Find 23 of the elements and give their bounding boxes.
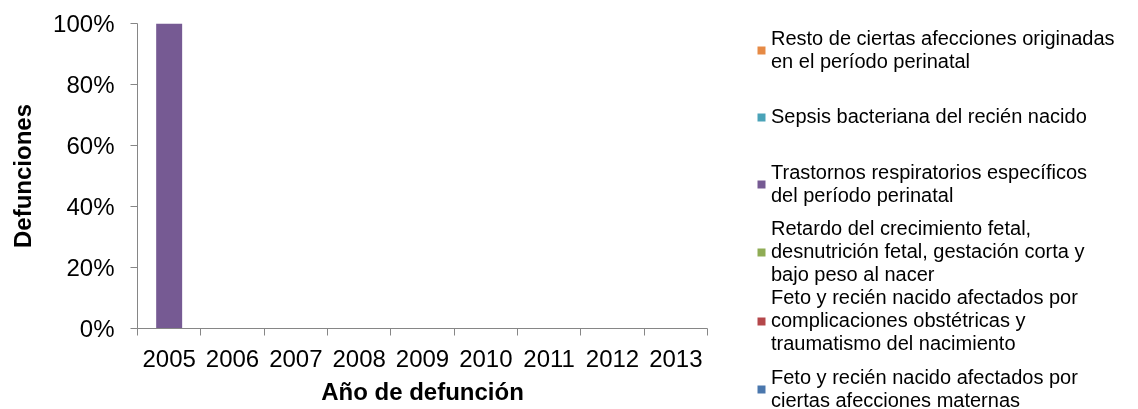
legend-label: Feto y recién nacido afectados por ciertas afecciones maternas bbox=[771, 364, 1078, 409]
x-tick-label: 2005 bbox=[142, 344, 196, 372]
legend-label: Trastornos respiratorios específicos del período perinatal bbox=[771, 159, 1088, 208]
x-tick-label: 2008 bbox=[332, 344, 386, 372]
x-tick-label: 2007 bbox=[269, 344, 323, 372]
legend-label: Sepsis bacteriana del recién nacido bbox=[771, 104, 1087, 129]
x-tick-label: 2012 bbox=[585, 344, 640, 372]
y-tick-label: 0% bbox=[79, 315, 115, 342]
x-tick-label: 2009 bbox=[395, 344, 450, 372]
y-tick-label: 60% bbox=[66, 132, 115, 159]
y-axis-title: Defunciones bbox=[9, 103, 37, 249]
x-tick-label: 2010 bbox=[459, 344, 513, 372]
x-tick-label: 2006 bbox=[205, 344, 260, 372]
x-tick-label: 2013 bbox=[649, 344, 703, 372]
y-tick-label: 20% bbox=[66, 254, 115, 281]
y-tick-label: 80% bbox=[66, 71, 115, 98]
legend-label: Feto y recién nacido afectados por complicaciones obstétricas y traumatismo del nacimiento bbox=[771, 286, 1078, 355]
x-axis-title: Año de defunción bbox=[321, 377, 524, 405]
legend-label: Retardo del crecimiento fetal, desnutrición fetal, gestación corta y bajo peso al nacer bbox=[771, 217, 1085, 286]
y-tick-label: 100% bbox=[53, 10, 115, 37]
y-tick-label: 40% bbox=[66, 193, 115, 220]
x-tick-label: 2011 bbox=[523, 344, 575, 372]
legend-label: Resto de ciertas afecciones originadas en el período perinatal bbox=[771, 25, 1115, 74]
